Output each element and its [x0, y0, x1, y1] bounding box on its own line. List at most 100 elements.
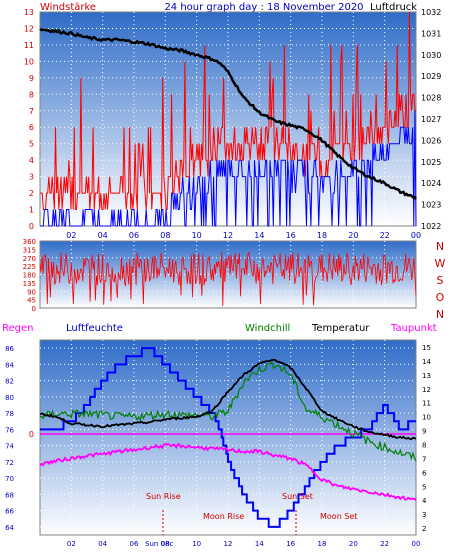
temperature-tick-label: 3 — [422, 511, 426, 519]
wind-tick-label: 4 — [29, 156, 34, 165]
temperature-time-axis-ticks: 02 04 06 08 10 12 14 16 18 20 22 00 — [67, 540, 421, 548]
wind-gust-series — [40, 110, 417, 227]
wind-speed-series — [40, 11, 416, 210]
pressure-tick-label: 1025 — [421, 158, 441, 167]
time-tick-label: 18 — [318, 540, 327, 548]
compass-label: O — [436, 291, 445, 304]
temperature-tick-label: 5 — [422, 483, 426, 491]
humidity-line — [40, 347, 416, 528]
time-tick-label: 00 — [412, 540, 421, 548]
time-tick-label: 10 — [192, 231, 202, 240]
windchill-line — [39, 361, 417, 462]
pressure-line — [39, 27, 417, 200]
moonset-label: Moon Set — [320, 512, 357, 521]
legend-rain: Regen — [2, 323, 34, 334]
time-tick-label: 02 — [67, 540, 76, 548]
pressure-axis-title: Luftdruck — [370, 2, 417, 13]
compass-label: N — [436, 308, 444, 321]
temperature-tick-label: 11 — [422, 400, 431, 408]
time-tick-label: 04 — [98, 540, 107, 548]
pressure-tick-label: 1028 — [421, 94, 441, 103]
compass-label: S — [437, 274, 444, 287]
wind-tick-label: 10 — [24, 57, 34, 66]
temperature-tick-label: 13 — [422, 372, 431, 380]
temperature-tick-label: 15 — [422, 344, 431, 352]
humidity-tick-label: 64 — [5, 524, 14, 532]
wind-tick-label: 0 — [29, 222, 34, 231]
temperature-axis-ticks: 2 3 4 5 6 7 8 9 10 11 12 13 14 15 — [422, 344, 431, 533]
legend-windchill: Windchill — [245, 323, 290, 334]
direction-tick-label: 135 — [23, 280, 36, 288]
time-tick-label: 08 — [160, 231, 170, 240]
wind-tick-label: 5 — [29, 140, 34, 149]
direction-tick-label: 225 — [23, 263, 36, 271]
humidity-tick-label: 74 — [5, 443, 14, 451]
pressure-axis-ticks: 1022 1023 1024 1025 1026 1027 1028 1029 1030 1031… — [421, 8, 441, 231]
legend-dewpoint: Taupunkt — [390, 323, 437, 334]
humidity-tick-label: 86 — [5, 345, 14, 353]
wind-direction-grid — [40, 241, 416, 308]
pressure-tick-label: 1022 — [421, 222, 441, 231]
temperature-tick-label: 7 — [422, 455, 426, 463]
wind-tick-label: 1 — [29, 206, 34, 215]
direction-tick-label: 45 — [27, 297, 36, 305]
wind-tick-label: 2 — [29, 189, 34, 198]
legend-temperature: Temperatur — [311, 323, 370, 334]
temperature-tick-label: 6 — [422, 469, 427, 477]
time-tick-label: 06 — [130, 540, 139, 548]
humidity-tick-label: 76 — [5, 426, 14, 434]
time-tick-label: 20 — [349, 540, 358, 548]
pressure-tick-label: 1031 — [421, 29, 441, 38]
wind-tick-label: 7 — [29, 107, 34, 116]
time-tick-label: 04 — [98, 231, 108, 240]
time-tick-label: 12 — [223, 231, 233, 240]
direction-tick-label: 90 — [27, 288, 36, 296]
wind-tick-label: 8 — [29, 90, 34, 99]
time-tick-label: 16 — [286, 540, 295, 548]
temperature-tick-label: 14 — [422, 358, 431, 366]
temperature-tick-label: 2 — [422, 525, 426, 533]
humidity-tick-label: 80 — [5, 394, 14, 402]
temperature-tick-label: 9 — [422, 428, 426, 436]
humidity-tick-label: 84 — [5, 361, 14, 369]
pressure-tick-label: 1024 — [421, 179, 441, 188]
time-tick-label: 06 — [129, 231, 139, 240]
direction-tick-label: 180 — [23, 272, 36, 280]
pressure-tick-label: 1023 — [421, 201, 441, 210]
wind-tick-label: 11 — [24, 41, 34, 50]
pressure-tick-label: 1029 — [421, 72, 441, 81]
pressure-tick-label: 1027 — [421, 115, 441, 124]
humidity-tick-label: 82 — [5, 378, 14, 386]
wind-direction-series — [39, 251, 417, 307]
legend-humidity: Luftfeuchte — [66, 323, 123, 334]
humidity-axis-ticks: 64 66 68 70 72 74 76 78 80 82 84 86 — [5, 345, 14, 532]
time-tick-label: 14 — [254, 231, 264, 240]
humidity-tick-label: 78 — [5, 410, 14, 418]
compass-label: N — [436, 240, 444, 253]
wind-tick-label: 6 — [29, 123, 34, 132]
pressure-tick-label: 1032 — [421, 8, 441, 17]
wind-tick-label: 9 — [29, 74, 34, 83]
wind-tick-label: 12 — [24, 24, 34, 33]
wind-gust-line — [40, 110, 417, 227]
wind-speed-line — [40, 11, 416, 210]
time-tick-label: 00 — [411, 231, 421, 240]
time-tick-label: 08 — [161, 540, 170, 548]
compass-label: W — [435, 257, 446, 270]
time-tick-label: 12 — [224, 540, 233, 548]
wind-tick-label: 3 — [29, 173, 34, 182]
sunrise-label: Sun Rise — [146, 492, 181, 501]
temperature-tick-label: 4 — [422, 497, 427, 505]
humidity-tick-label: 66 — [5, 508, 14, 516]
temperature-tick-label: 8 — [422, 441, 426, 449]
pressure-tick-label: 1026 — [421, 136, 441, 145]
time-tick-label: 14 — [255, 540, 264, 548]
rain-zero-label: 0 — [29, 430, 34, 439]
direction-tick-label: 270 — [23, 255, 36, 263]
time-tick-label: 18 — [317, 231, 327, 240]
time-tick-label: 22 — [380, 231, 390, 240]
chart-title: 24 hour graph day : 18 November 2020 — [164, 2, 363, 13]
